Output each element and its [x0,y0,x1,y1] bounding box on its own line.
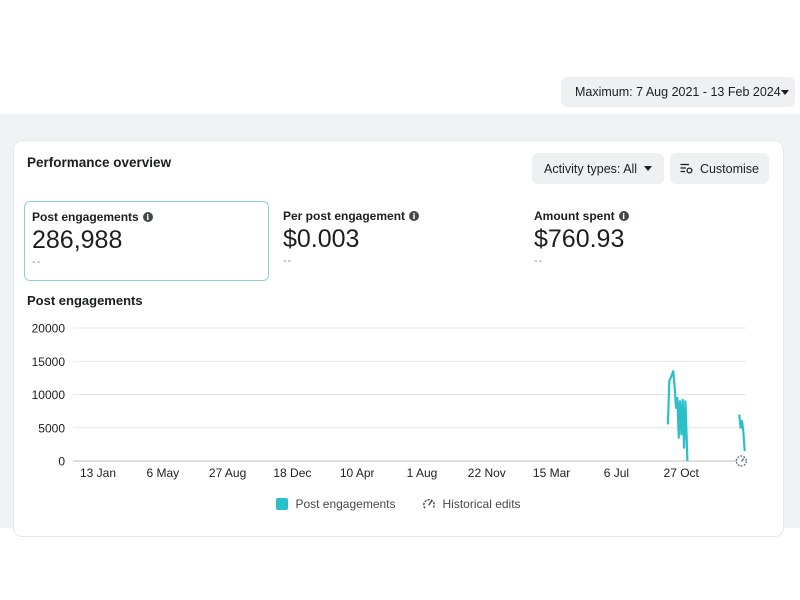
x-tick-label: 10 Apr [340,466,375,480]
customise-label: Customise [699,161,759,176]
history-gauge-icon [422,499,435,509]
y-tick-label: 0 [58,455,65,469]
metric-comparison: -- [534,255,544,267]
x-tick-label: 27 Oct [664,466,700,480]
caret-down-icon [644,166,652,171]
x-tick-label: 13 Jan [80,466,116,480]
metric-value: 286,988 [32,226,123,254]
series-line-post-engagements [666,370,689,462]
metric-value: $0.003 [283,225,360,253]
performance-overview-card: Performance overview Activity types: All… [14,141,783,536]
metric-per-post-engagement[interactable]: Per post engagement i $0.003 -- [276,201,521,281]
series-line-post-engagements [738,414,746,452]
metric-value: $760.93 [534,225,625,253]
y-tick-label: 20000 [32,322,66,336]
engagements-line-chart: 20000 15000 10000 5000 0 13 Jan 6 May 27 Aug 18 … [32,322,747,480]
x-tick-label: 6 Jul [604,466,629,480]
info-icon[interactable]: i [409,211,420,221]
activity-types-label: Activity types: All [544,161,638,176]
legend-item-post-engagements[interactable]: Post engagements [276,497,396,511]
metric-amount-spent[interactable]: Amount spent i $760.93 -- [527,201,772,281]
sliders-icon [680,163,693,174]
x-tick-label: 22 Nov [468,466,506,480]
x-tick-label: 1 Aug [407,466,438,480]
date-range-label: Maximum: 7 Aug 2021 - 13 Feb 2024 [575,85,781,99]
x-tick-label: 15 Mar [533,466,570,480]
chart-title: Post engagements [27,293,143,308]
legend-item-historical-edits[interactable]: Historical edits [422,497,521,511]
historical-edit-needle [740,458,745,462]
metric-label: Per post engagement [283,209,406,223]
card-title: Performance overview [27,155,172,170]
legend-swatch [276,498,289,510]
customise-button[interactable]: Customise [670,153,769,184]
chart-legend: Post engagements Historical edits [14,497,783,511]
date-range-dropdown[interactable]: Maximum: 7 Aug 2021 - 13 Feb 2024 [561,77,795,107]
info-icon[interactable]: i [618,211,629,221]
legend-label: Historical edits [442,497,521,511]
x-tick-label: 6 May [146,466,179,480]
x-tick-label: 18 Dec [273,466,311,480]
x-tick-label: 27 Aug [209,466,246,480]
legend-label: Post engagements [295,497,396,511]
y-tick-label: 15000 [32,355,66,369]
info-icon[interactable]: i [142,212,153,222]
metric-comparison: -- [283,255,293,267]
metric-label: Amount spent [534,209,615,223]
activity-types-button[interactable]: Activity types: All [532,153,664,184]
metric-post-engagements[interactable]: Post engagements i 286,988 -- [24,201,269,281]
caret-down-icon [780,89,789,95]
y-tick-label: 10000 [32,388,66,402]
y-tick-label: 5000 [38,421,65,435]
metric-label: Post engagements [32,210,139,224]
metric-comparison: -- [32,256,42,268]
